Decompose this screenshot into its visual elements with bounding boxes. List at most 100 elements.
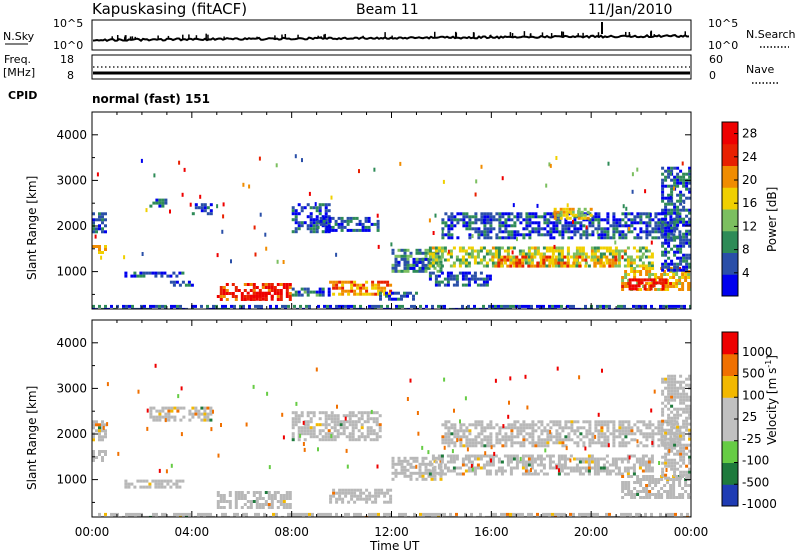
scatter-point (417, 431, 420, 436)
range-cell (503, 469, 507, 473)
range-cell (391, 471, 395, 475)
range-cell (582, 230, 586, 234)
range-cell (497, 307, 500, 309)
range-cell (95, 420, 98, 424)
range-cell (642, 496, 646, 499)
range-cell (449, 271, 453, 275)
range-cell (270, 500, 274, 503)
range-cell (161, 406, 165, 410)
range-cell (101, 456, 104, 459)
range-cell (548, 457, 552, 461)
scatter-point (553, 210, 556, 215)
range-cell (164, 198, 168, 202)
range-cell (672, 276, 676, 279)
range-cell (591, 441, 595, 445)
range-cell (477, 230, 481, 234)
range-cell (576, 230, 580, 234)
range-cell (92, 420, 95, 424)
range-cell (363, 438, 367, 442)
range-cell (139, 271, 143, 275)
range-cell (545, 515, 548, 517)
range-cell (467, 460, 471, 464)
range-cell (506, 264, 510, 268)
range-cell (374, 512, 377, 516)
colorbar-tick-label: 20 (742, 173, 757, 187)
colorbar-segment (722, 165, 738, 188)
range-cell (580, 213, 584, 217)
range-cell (421, 251, 425, 255)
range-cell (594, 227, 598, 231)
range-cell (257, 512, 260, 516)
range-cell (486, 227, 490, 231)
range-cell (685, 446, 689, 450)
range-cell (597, 423, 601, 427)
range-cell (519, 441, 523, 445)
range-cell (371, 515, 374, 517)
range-cell (300, 432, 304, 436)
range-cell (687, 288, 691, 291)
range-cell (510, 429, 514, 433)
range-cell (413, 515, 416, 517)
range-cell (627, 423, 631, 427)
range-cell (219, 286, 223, 289)
range-cell (479, 454, 483, 458)
range-cell (480, 429, 484, 433)
range-cell (679, 208, 683, 212)
range-cell (686, 515, 689, 517)
range-cell (167, 406, 171, 410)
scatter-point (555, 465, 558, 470)
range-cell (397, 462, 401, 466)
range-cell (688, 476, 691, 480)
range-cell (480, 420, 484, 424)
range-cell (685, 262, 689, 266)
range-cell (676, 211, 680, 215)
range-cell (291, 435, 295, 439)
range-cell (418, 260, 422, 264)
range-cell (453, 423, 457, 427)
range-cell (649, 284, 653, 288)
range-cell (530, 466, 534, 470)
range-cell (572, 258, 576, 262)
range-cell (554, 512, 557, 516)
range-cell (679, 458, 683, 462)
range-cell (608, 463, 612, 467)
colorbar-segment (722, 419, 738, 442)
range-cell (221, 307, 224, 309)
range-cell (338, 515, 341, 517)
range-cell (568, 207, 572, 211)
range-cell (578, 466, 582, 470)
range-cell (566, 255, 570, 259)
range-cell (670, 437, 674, 441)
range-cell (682, 205, 686, 209)
range-cell (368, 497, 372, 501)
range-cell (555, 435, 559, 439)
range-cell (485, 252, 489, 256)
range-cell (639, 218, 643, 222)
range-cell (365, 500, 369, 504)
range-cell (412, 459, 416, 463)
range-cell (318, 203, 322, 207)
range-cell (685, 422, 689, 426)
range-cell (585, 432, 589, 436)
range-cell (447, 420, 451, 424)
range-cell (558, 233, 562, 237)
range-cell (670, 467, 674, 471)
scatter-point (644, 189, 647, 194)
scatter-point (556, 366, 559, 371)
range-cell (522, 438, 526, 442)
range-cell (638, 515, 641, 517)
range-cell (482, 304, 485, 308)
range-cell (673, 413, 677, 417)
range-cell (602, 246, 606, 250)
range-cell (682, 422, 686, 426)
range-cell (371, 292, 375, 296)
range-cell (668, 307, 671, 309)
range-cell (536, 261, 540, 265)
range-cell (433, 251, 437, 255)
range-cell (104, 218, 107, 222)
range-cell (688, 265, 691, 269)
range-cell (627, 429, 631, 433)
range-cell (467, 469, 471, 473)
range-cell (606, 230, 610, 234)
